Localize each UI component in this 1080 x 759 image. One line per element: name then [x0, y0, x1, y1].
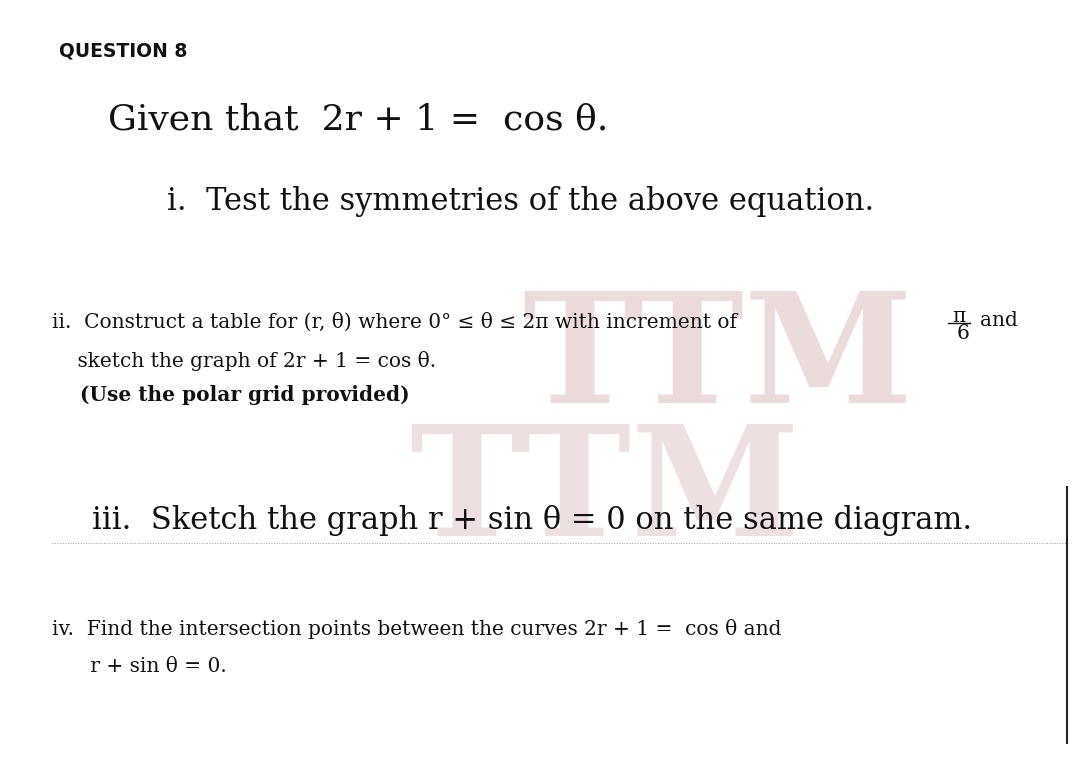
Text: iii.  Sketch the graph r + sin θ = 0 on the same diagram.: iii. Sketch the graph r + sin θ = 0 on t… [92, 505, 972, 536]
Text: TTM: TTM [409, 419, 800, 568]
Text: 6: 6 [957, 324, 970, 343]
Text: i.  Test the symmetries of the above equation.: i. Test the symmetries of the above equa… [167, 186, 875, 217]
Text: ii.  Construct a table for (r, θ) where 0° ≤ θ ≤ 2π with increment of: ii. Construct a table for (r, θ) where 0… [52, 313, 737, 332]
Text: QUESTION 8: QUESTION 8 [59, 42, 188, 61]
Text: Given that  2r + 1 =  cos θ.: Given that 2r + 1 = cos θ. [108, 102, 608, 137]
Text: r + sin θ = 0.: r + sin θ = 0. [52, 657, 227, 676]
Text: iv.  Find the intersection points between the curves 2r + 1 =  cos θ and: iv. Find the intersection points between… [52, 619, 781, 638]
Text: π: π [953, 307, 966, 326]
Text: TTM: TTM [523, 286, 914, 435]
Text: sketch the graph of 2r + 1 = cos θ.: sketch the graph of 2r + 1 = cos θ. [52, 351, 436, 370]
Text: and: and [980, 311, 1017, 330]
Text: (Use the polar grid provided): (Use the polar grid provided) [52, 385, 409, 405]
